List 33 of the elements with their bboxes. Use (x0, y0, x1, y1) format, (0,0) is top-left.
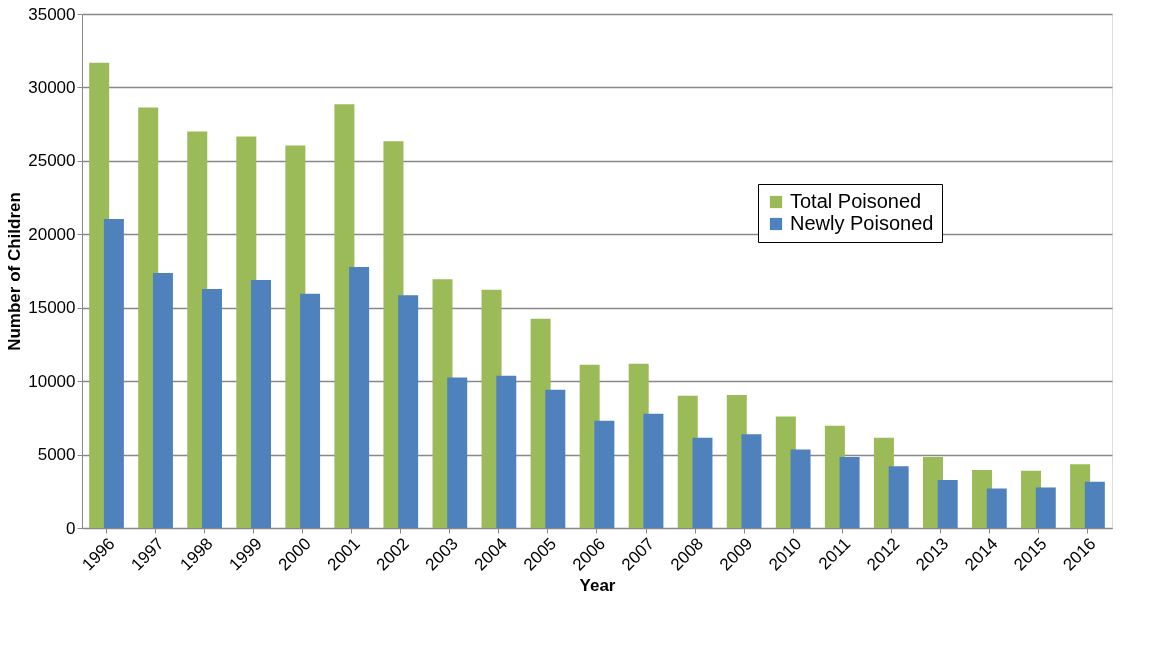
bar (643, 413, 664, 528)
bar (300, 293, 321, 528)
y-tick-label: 15000 (28, 298, 76, 318)
bar (692, 437, 713, 528)
bar (937, 480, 958, 528)
bar (839, 456, 860, 528)
bar (447, 377, 468, 528)
y-tick-label: 20000 (28, 224, 76, 244)
bar (349, 267, 370, 528)
bar (986, 488, 1007, 528)
legend-label: Total Poisoned (790, 190, 922, 212)
y-tick-label: 30000 (28, 77, 76, 97)
bar (152, 272, 173, 528)
bar (398, 295, 419, 528)
bar (1084, 481, 1105, 528)
bar (496, 375, 517, 528)
bar (201, 289, 222, 528)
bar (1035, 487, 1056, 528)
bar (103, 219, 124, 528)
bar (790, 449, 811, 528)
bar (888, 466, 909, 528)
bar (741, 434, 762, 528)
bar (594, 420, 615, 528)
y-tick-label: 0 (66, 518, 76, 538)
bar (251, 279, 272, 528)
x-axis-title: Year (579, 575, 616, 595)
y-axis-title: Number of Children (5, 192, 25, 351)
y-tick-label: 5000 (37, 445, 76, 465)
y-tick-label: 35000 (28, 4, 76, 24)
legend-label: Newly Poisoned (790, 212, 934, 234)
bar (545, 389, 566, 528)
y-tick-label: 10000 (28, 371, 76, 391)
y-tick-label: 25000 (28, 151, 76, 171)
